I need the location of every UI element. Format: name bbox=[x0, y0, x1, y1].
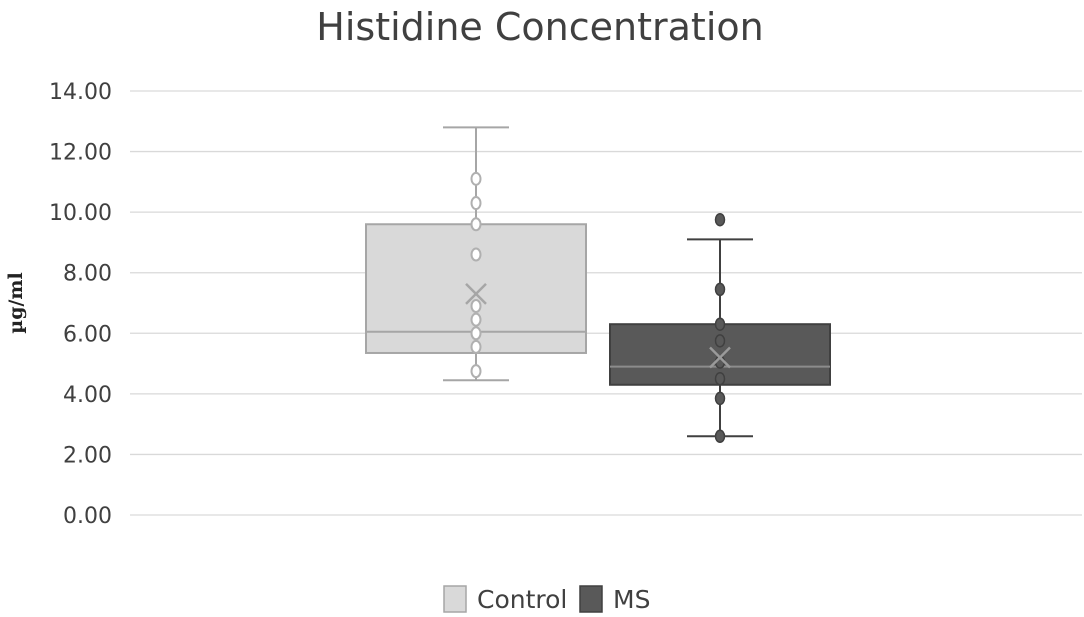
data-point bbox=[714, 212, 726, 227]
y-tick-label: 6.00 bbox=[63, 322, 112, 347]
y-tick-label: 4.00 bbox=[63, 383, 112, 408]
mean-marker-stroke bbox=[465, 283, 487, 305]
mean-marker-stroke bbox=[709, 346, 731, 369]
legend-label-ms: MS bbox=[613, 585, 650, 614]
legend: Control MS bbox=[443, 585, 650, 614]
y-tick-label: 14.00 bbox=[49, 80, 112, 105]
y-tick-label: 8.00 bbox=[63, 262, 112, 287]
data-point bbox=[470, 339, 482, 354]
y-axis-ticks: 0.00 2.00 4.00 6.00 8.00 10.00 12.00 14.00 bbox=[49, 80, 112, 529]
data-point bbox=[470, 364, 482, 379]
data-point bbox=[470, 171, 482, 186]
data-point bbox=[714, 282, 726, 297]
data-point bbox=[714, 371, 726, 386]
data-point bbox=[714, 429, 726, 444]
legend-swatch-control bbox=[443, 585, 467, 613]
data-point bbox=[470, 217, 482, 232]
chart-title: Histidine Concentration bbox=[316, 5, 763, 49]
y-tick-label: 12.00 bbox=[49, 141, 112, 166]
y-tick-label: 0.00 bbox=[63, 504, 112, 529]
data-point bbox=[714, 317, 726, 331]
gridlines bbox=[130, 90, 1082, 516]
data-point bbox=[470, 247, 482, 262]
data-point bbox=[714, 334, 726, 348]
boxes bbox=[365, 126, 831, 444]
legend-swatch-ms bbox=[579, 585, 603, 613]
box-control bbox=[365, 126, 587, 382]
data-point bbox=[714, 391, 726, 406]
y-axis-label: µg/ml bbox=[5, 272, 27, 333]
data-point bbox=[470, 326, 482, 341]
data-point bbox=[470, 299, 482, 314]
box-ms bbox=[609, 212, 831, 444]
y-tick-label: 10.00 bbox=[49, 201, 112, 226]
data-point bbox=[470, 312, 482, 327]
y-tick-label: 2.00 bbox=[63, 443, 112, 468]
data-point bbox=[470, 196, 482, 211]
legend-label-control: Control bbox=[477, 585, 567, 614]
